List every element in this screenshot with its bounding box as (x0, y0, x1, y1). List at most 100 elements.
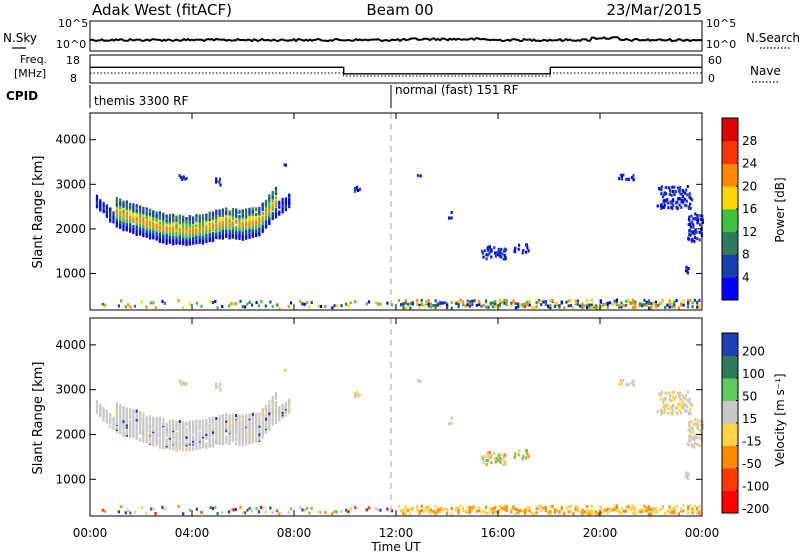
freq-tick-top: 18 (66, 54, 80, 67)
data-cell (517, 305, 520, 309)
data-cell (129, 219, 132, 223)
data-cell (182, 441, 185, 444)
data-cell (168, 441, 171, 445)
data-cell (689, 298, 692, 302)
data-cell (235, 235, 238, 238)
data-cell (696, 426, 699, 430)
data-cell (245, 422, 248, 426)
data-cell (542, 300, 545, 304)
data-cell (168, 240, 171, 244)
data-cell (155, 424, 158, 427)
data-cell (675, 299, 678, 303)
data-cell (691, 507, 694, 511)
data-cell (526, 452, 529, 456)
data-cell (551, 504, 554, 508)
data-cell (155, 237, 158, 241)
data-cell (620, 177, 623, 181)
data-cell (657, 509, 660, 513)
data-cell (125, 407, 128, 411)
data-cell (205, 430, 208, 434)
data-cell (268, 426, 271, 430)
data-cell (446, 508, 449, 511)
data-cell (417, 174, 420, 177)
data-cell (701, 218, 704, 222)
data-cell (198, 425, 201, 428)
data-cell (109, 218, 112, 222)
data-cell (132, 208, 135, 212)
data-cell (443, 301, 446, 305)
data-cell (132, 435, 135, 439)
data-cell (192, 426, 195, 430)
data-cell (148, 223, 152, 227)
data-cell (671, 395, 675, 399)
cpid-panel: CPID themis 3300 RF normal (fast) 151 RF (6, 83, 519, 108)
data-cell (142, 213, 145, 217)
data-cell (182, 434, 185, 438)
data-cell (547, 510, 550, 514)
colorbar-swatch (722, 445, 738, 469)
data-cell (148, 435, 152, 439)
data-cell (699, 419, 702, 423)
data-cell (517, 247, 520, 251)
data-cell (235, 442, 238, 446)
data-cell (211, 232, 215, 236)
data-cell (215, 223, 218, 227)
data-cell (255, 429, 258, 433)
colorbar-swatch (722, 423, 738, 446)
data-cell (278, 418, 281, 422)
data-cell (115, 211, 118, 215)
data-cell (274, 189, 278, 192)
data-cell (556, 301, 559, 305)
data-cell (221, 229, 224, 233)
data-cell (622, 173, 625, 177)
data-cell (221, 414, 224, 417)
data-cell (457, 300, 460, 304)
freq-panel: Freq. [MHz] 18 8 60 0 Nave (14, 53, 781, 85)
data-cell (129, 511, 132, 515)
data-cell (211, 425, 215, 429)
data-cell (248, 439, 251, 443)
data-cell (274, 394, 278, 398)
data-cell (268, 419, 271, 423)
data-cell (235, 428, 238, 432)
data-cell (696, 419, 699, 423)
data-cell (448, 216, 451, 220)
data-cell (201, 420, 205, 423)
data-cell (480, 510, 483, 514)
data-cell (251, 428, 254, 432)
data-cell (284, 208, 287, 212)
data-cell (691, 305, 694, 309)
data-cell (148, 438, 152, 441)
data-cell (299, 300, 302, 303)
data-cell (365, 508, 368, 512)
data-cell (251, 212, 254, 216)
data-cell (696, 237, 699, 241)
data-cell (195, 446, 198, 450)
data-cell (419, 379, 422, 383)
data-cell (195, 301, 198, 305)
data-cell (228, 231, 231, 235)
data-cell (185, 217, 188, 220)
data-cell (211, 437, 215, 441)
data-cell (245, 423, 248, 427)
data-cell (687, 301, 690, 304)
data-cell (462, 303, 465, 307)
data-cell (248, 231, 251, 235)
data-cell (185, 448, 188, 452)
data-cell (198, 437, 201, 441)
data-cell (264, 304, 267, 308)
data-cell (148, 432, 152, 436)
data-cell (673, 511, 676, 515)
data-cell (200, 304, 203, 308)
data-cell (402, 306, 405, 310)
data-cell (450, 416, 453, 420)
data-cell (686, 475, 689, 478)
data-cell (345, 302, 348, 306)
data-cell (673, 506, 676, 510)
data-cell (178, 446, 181, 450)
data-cell (158, 441, 161, 445)
data-cell (122, 407, 125, 411)
data-cell (468, 301, 472, 305)
colorbar-swatch (722, 254, 738, 278)
